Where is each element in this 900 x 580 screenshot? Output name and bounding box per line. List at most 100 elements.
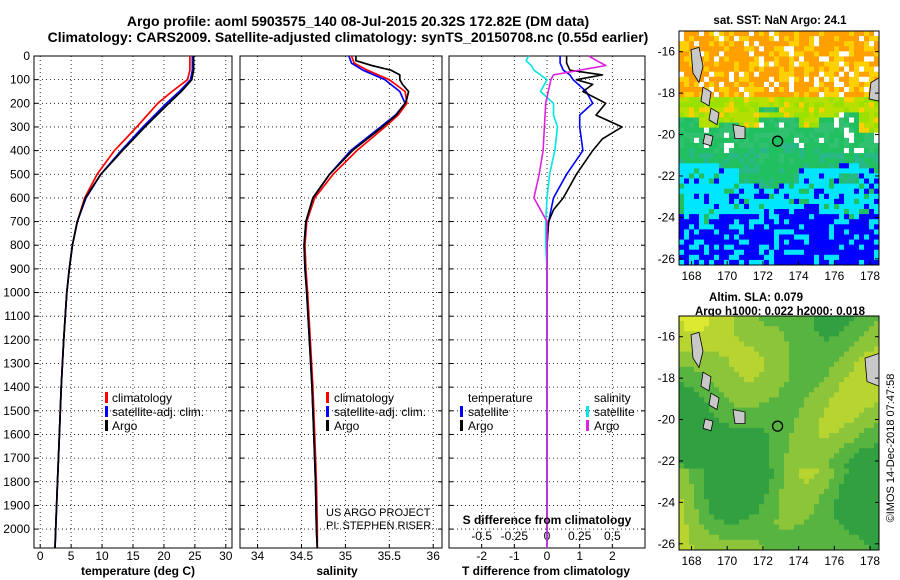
map-cell	[684, 132, 690, 139]
map-cell	[729, 36, 735, 42]
map-cell	[789, 153, 795, 159]
map-cell	[804, 183, 810, 190]
map-cell	[774, 203, 780, 210]
map-cell	[719, 438, 725, 444]
map-cell	[834, 168, 840, 174]
map-cell	[754, 478, 760, 485]
map-cell	[799, 341, 805, 347]
map-cell	[819, 351, 825, 358]
map-cell	[759, 346, 765, 353]
series-line-climatology	[304, 55, 408, 548]
map-cell	[814, 137, 820, 144]
map-cell	[754, 107, 760, 113]
map-cell	[819, 494, 825, 500]
map-cell	[779, 51, 785, 57]
map-cell	[839, 499, 845, 505]
map-cell	[749, 97, 755, 103]
map-cell	[744, 203, 750, 210]
map-cell	[689, 249, 695, 256]
map-cell	[849, 417, 855, 424]
map-cell	[824, 529, 830, 536]
map-cell	[744, 316, 750, 322]
map-cell	[729, 478, 735, 485]
sla-map-title-line2: Argo h1000: 0.022 h2000: 0.018	[695, 306, 866, 318]
map-cell	[689, 499, 695, 505]
map-cell	[684, 443, 690, 449]
map-cell	[689, 76, 695, 83]
map-cell	[769, 417, 775, 424]
map-cell	[739, 97, 745, 103]
map-cell	[769, 366, 775, 373]
map-cell	[799, 127, 805, 134]
map-cell	[869, 534, 875, 541]
map-cell	[769, 198, 775, 205]
map-cell	[814, 499, 820, 505]
map-cell	[734, 316, 740, 322]
island-shape	[708, 392, 720, 411]
map-cell	[774, 341, 780, 347]
map-cell	[739, 387, 745, 393]
map-cell	[784, 463, 790, 470]
map-cell	[744, 509, 750, 515]
map-cell	[759, 56, 765, 62]
map-cell	[764, 193, 770, 200]
map-cell	[704, 112, 710, 118]
map-cell	[789, 178, 795, 185]
map-cell	[874, 433, 880, 439]
map-cell	[819, 346, 825, 353]
map-cell	[759, 351, 765, 358]
map-cell	[744, 183, 750, 190]
map-cell	[854, 76, 860, 83]
map-cell	[779, 499, 785, 505]
map-cell	[814, 102, 820, 108]
map-cell	[834, 433, 840, 439]
map-cell	[769, 488, 775, 495]
map-cell	[834, 326, 840, 332]
map-cell	[814, 193, 820, 200]
map-cell	[824, 249, 830, 256]
map-cell	[804, 259, 810, 266]
x-tick-label: 5	[68, 549, 75, 563]
map-cell	[679, 209, 685, 215]
map-cell	[709, 443, 715, 449]
map-cell	[784, 473, 790, 480]
map-cell	[749, 473, 755, 480]
map-cell	[749, 61, 755, 68]
depth-tick-label: 700	[10, 215, 30, 229]
map-cell	[759, 46, 765, 52]
map-cell	[764, 51, 770, 57]
map-cell	[719, 443, 725, 449]
map-cell	[839, 36, 845, 42]
map-cell	[729, 392, 735, 398]
map-cell	[849, 229, 855, 235]
map-cell	[784, 438, 790, 444]
map-cell	[679, 438, 685, 444]
map-cell	[689, 153, 695, 159]
map-cell	[724, 31, 730, 37]
map-cell	[744, 46, 750, 52]
map-cell	[709, 331, 715, 337]
map-cell	[849, 51, 855, 57]
map-cell	[759, 524, 765, 531]
map-cell	[829, 402, 835, 408]
map-cell	[769, 422, 775, 429]
map-cell	[739, 321, 745, 327]
map-cell	[724, 158, 730, 164]
map-cell	[874, 137, 880, 144]
map-cell	[714, 178, 720, 185]
map-cell	[789, 203, 795, 210]
map-cell	[754, 51, 760, 57]
map-cell	[699, 371, 705, 378]
map-cell	[799, 158, 805, 164]
map-cell	[699, 234, 705, 240]
map-cell	[784, 198, 790, 205]
map-cell	[799, 402, 805, 408]
map-cell	[834, 392, 840, 398]
map-cell	[824, 117, 830, 123]
map-cell	[824, 341, 830, 347]
map-cell	[824, 499, 830, 505]
map-cell	[829, 529, 835, 536]
map-cell	[684, 351, 690, 358]
